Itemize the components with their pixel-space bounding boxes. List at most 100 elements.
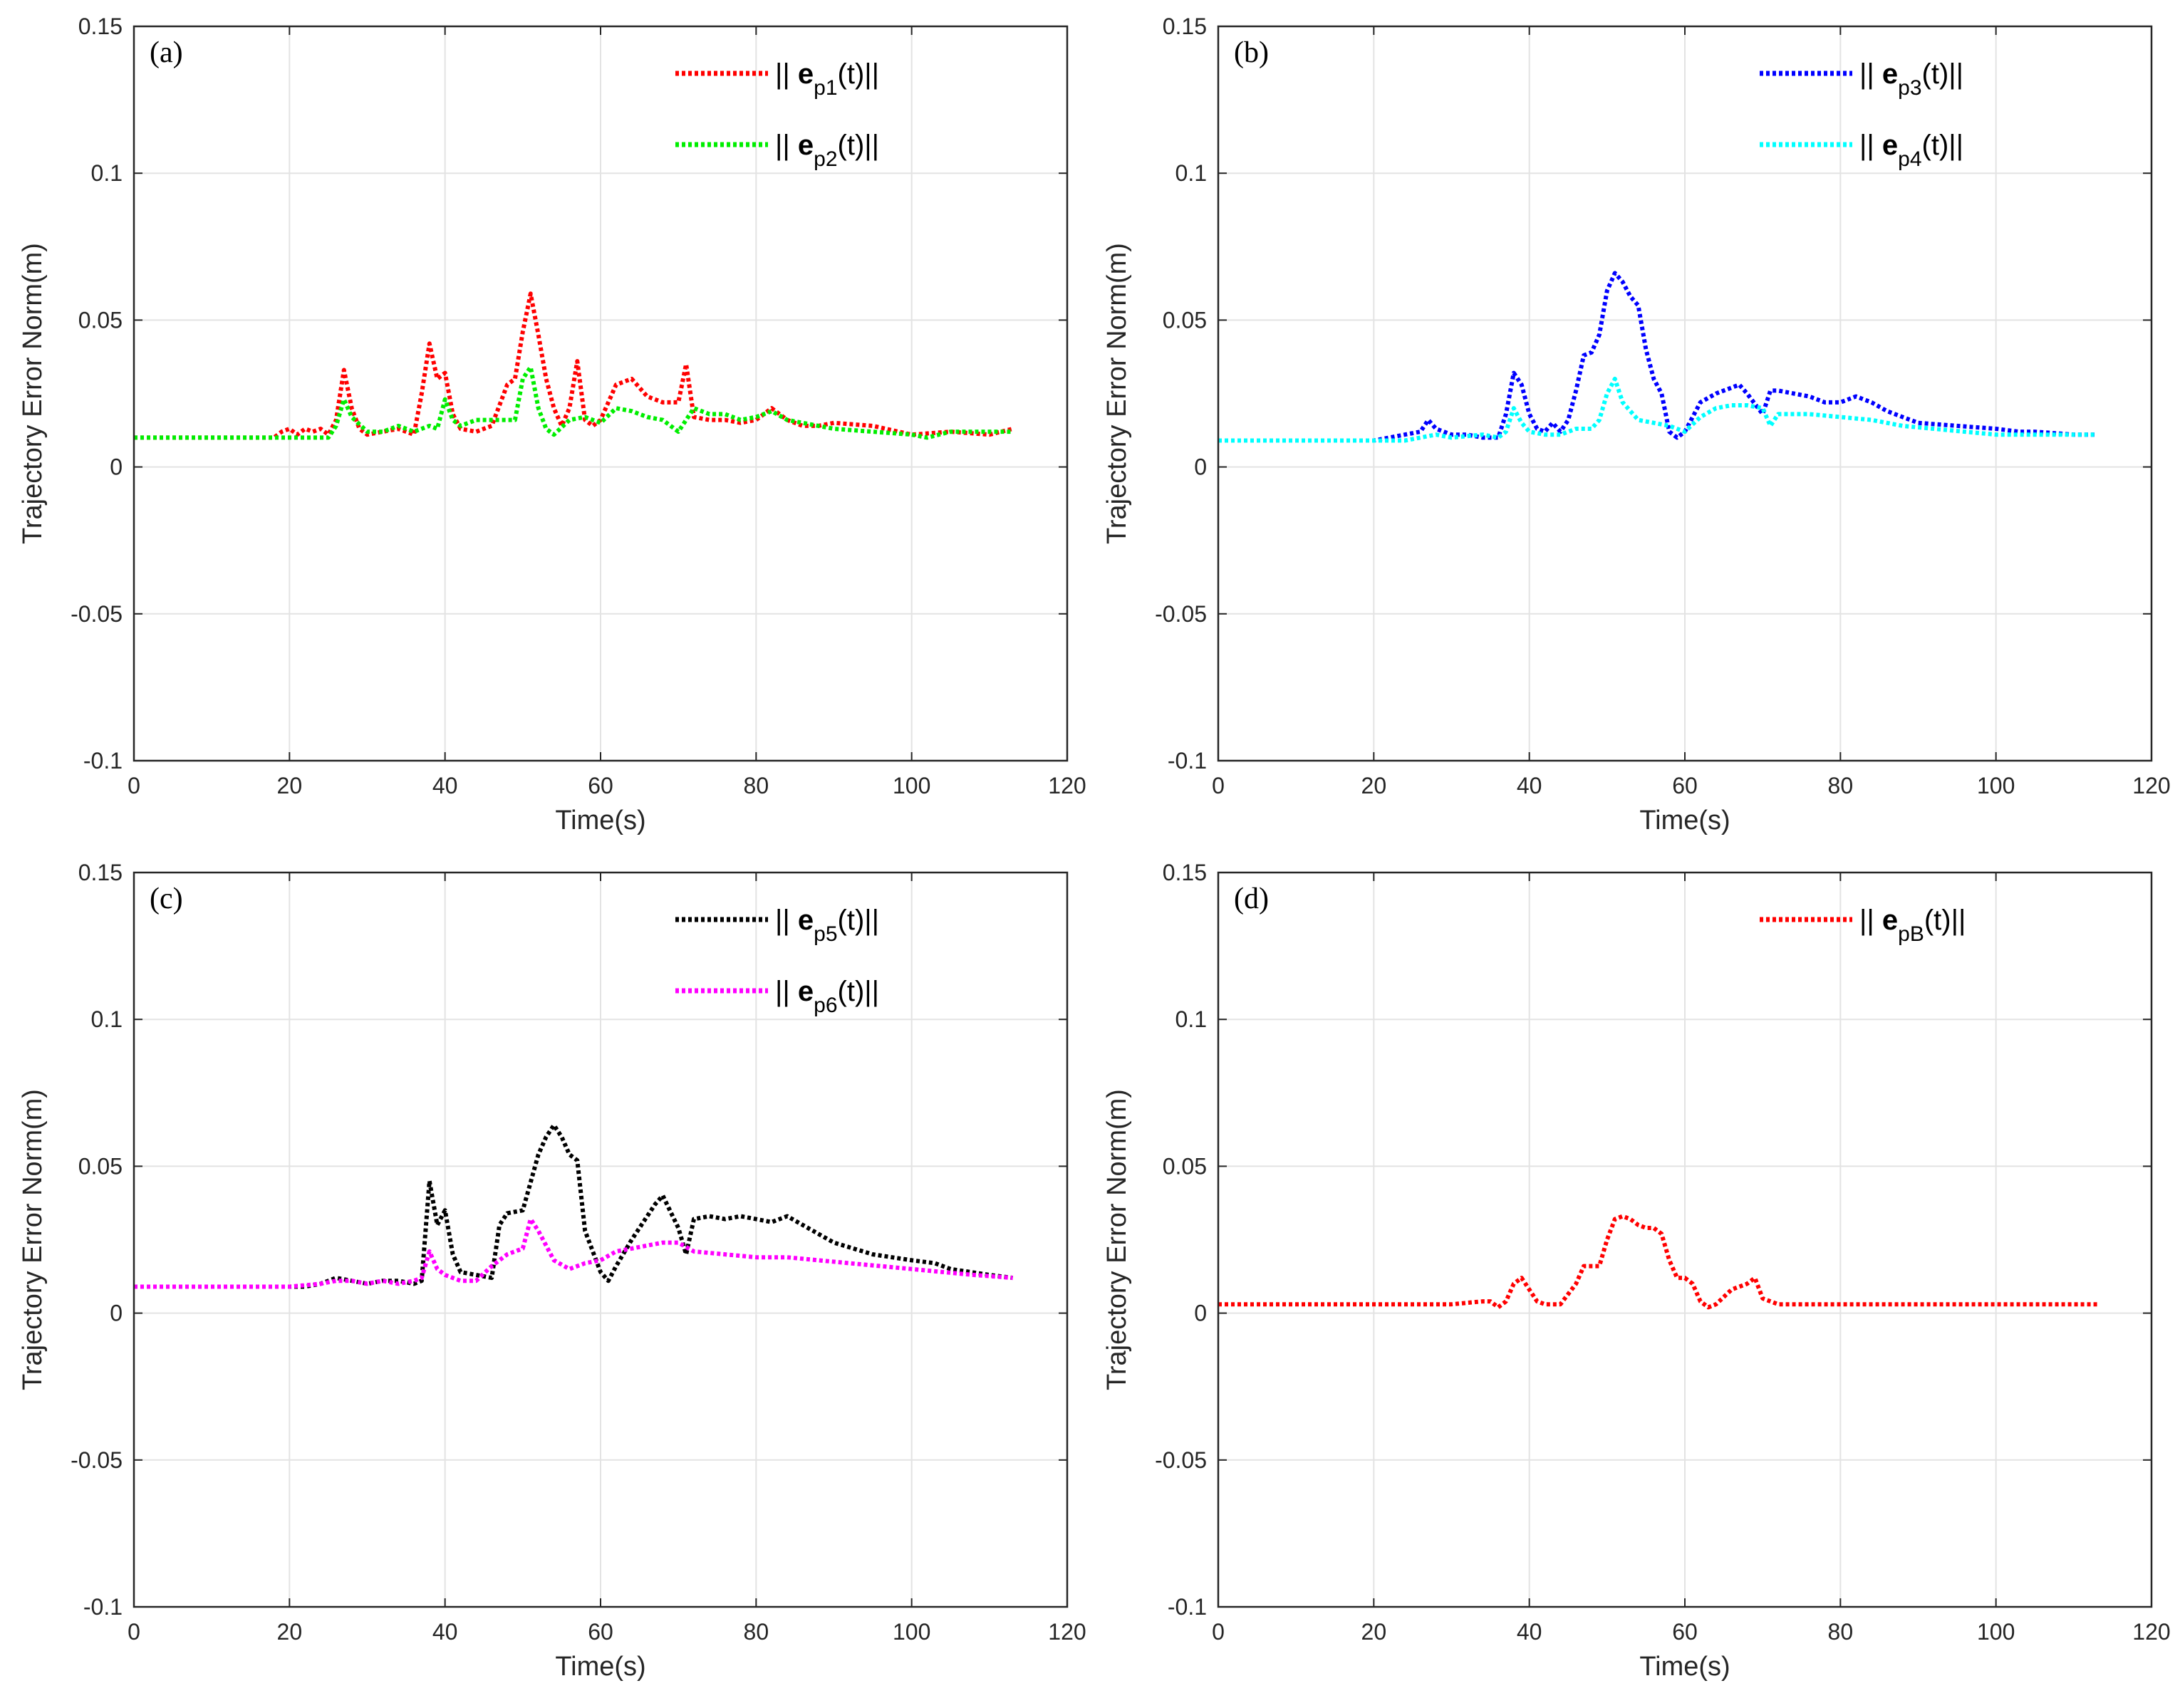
chart-panel-0: 0 20 40 60 80 100 120 -0.1 -0.05 0 0.05 0.1 0.15 Time… xyxy=(18,14,1086,835)
x-tick-label: 60 xyxy=(1672,773,1698,798)
x-tick-label: 60 xyxy=(1672,1619,1698,1645)
legend-prefix: || xyxy=(775,130,798,161)
series-line-p3 xyxy=(1218,271,2097,443)
y-axis-label: Trajectory Error Norm(m) xyxy=(1102,243,1132,544)
x-tick-label: 80 xyxy=(744,1619,769,1645)
y-tick-label: 0.05 xyxy=(1163,1153,1207,1179)
series-line-pB xyxy=(1218,1214,2097,1310)
x-tick-label: 120 xyxy=(1048,1619,1086,1645)
series-line-p4 xyxy=(1218,376,2097,443)
legend: || ep1(t)|||| ep2(t)|| xyxy=(675,58,879,171)
x-tick-label: 20 xyxy=(277,1619,303,1645)
legend-entry-p3: || ep3(t)|| xyxy=(1859,58,1963,100)
y-tick-label: -0.1 xyxy=(83,1594,123,1620)
y-tick-label: 0.05 xyxy=(78,1153,123,1179)
x-tick-label: 80 xyxy=(1828,1619,1854,1645)
x-tick-label: 0 xyxy=(128,1619,140,1645)
legend-symbol: e xyxy=(1882,130,1898,161)
y-axis-label: Trajectory Error Norm(m) xyxy=(18,1089,48,1390)
legend-suffix: (t)|| xyxy=(1924,905,1966,936)
legend-prefix: || xyxy=(775,905,798,936)
y-tick-label: 0.05 xyxy=(78,307,123,333)
legend-entry-p4: || ep4(t)|| xyxy=(1859,130,1963,171)
x-tick-label: 60 xyxy=(588,1619,613,1645)
y-tick-label: 0.1 xyxy=(91,160,123,186)
legend-symbol: e xyxy=(1882,905,1898,936)
series-line-p5 xyxy=(134,1123,1013,1289)
x-axis-label: Time(s) xyxy=(1639,1652,1730,1682)
legend-suffix: (t)|| xyxy=(1922,58,1964,90)
y-tick-label: -0.1 xyxy=(83,748,123,774)
y-tick-label: 0.15 xyxy=(78,14,123,39)
panel-label: (a) xyxy=(150,36,183,69)
x-tick-label: 20 xyxy=(277,773,303,798)
x-axis-label: Time(s) xyxy=(1639,806,1730,835)
series-line-p2 xyxy=(134,365,1013,440)
y-axis-label: Trajectory Error Norm(m) xyxy=(18,243,48,544)
x-tick-label: 20 xyxy=(1361,773,1387,798)
x-tick-label: 0 xyxy=(1212,773,1225,798)
y-tick-label: -0.05 xyxy=(1155,1447,1207,1473)
legend: || ep5(t)|||| ep6(t)|| xyxy=(675,905,879,1017)
panel-label: (d) xyxy=(1234,882,1269,915)
legend-suffix: (t)|| xyxy=(838,130,880,161)
x-tick-label: 40 xyxy=(1517,773,1542,798)
legend: || epB(t)|| xyxy=(1760,905,1966,946)
legend-entry-p5: || ep5(t)|| xyxy=(775,905,879,946)
y-tick-label: 0.15 xyxy=(1163,14,1207,39)
y-tick-label: -0.05 xyxy=(71,1447,123,1473)
x-axis-label: Time(s) xyxy=(555,806,645,835)
legend-prefix: || xyxy=(775,58,798,90)
legend-subscript: p5 xyxy=(814,922,837,946)
y-tick-label: -0.05 xyxy=(1155,601,1207,627)
legend-symbol: e xyxy=(798,976,814,1007)
legend-entry-p1: || ep1(t)|| xyxy=(775,58,879,100)
legend-subscript: p2 xyxy=(814,147,837,171)
y-tick-label: -0.05 xyxy=(71,601,123,627)
legend-subscript: p3 xyxy=(1898,76,1921,100)
x-tick-label: 80 xyxy=(744,773,769,798)
chart-panel-2: 0 20 40 60 80 100 120 -0.1 -0.05 0 0.05 0.1 0.15 Time… xyxy=(18,860,1086,1682)
y-tick-label: 0 xyxy=(1194,1301,1207,1326)
legend-symbol: e xyxy=(798,905,814,936)
y-tick-label: 0 xyxy=(110,454,123,480)
legend-prefix: || xyxy=(1859,130,1882,161)
series-line-p6 xyxy=(134,1217,1013,1289)
x-tick-label: 40 xyxy=(432,1619,458,1645)
x-tick-label: 0 xyxy=(1212,1619,1225,1645)
x-tick-label: 100 xyxy=(893,1619,930,1645)
legend-suffix: (t)|| xyxy=(838,58,880,90)
legend-prefix: || xyxy=(1859,58,1882,90)
legend-symbol: e xyxy=(798,58,814,90)
x-tick-label: 0 xyxy=(128,773,140,798)
chart-panel-3: 0 20 40 60 80 100 120 -0.1 -0.05 0 0.05 0.1 0.15 Time… xyxy=(1102,860,2171,1682)
panel-label: (c) xyxy=(150,882,183,915)
x-tick-label: 100 xyxy=(893,773,930,798)
y-tick-label: -0.1 xyxy=(1168,1594,1207,1620)
y-tick-label: 0.05 xyxy=(1163,307,1207,333)
y-axis-label: Trajectory Error Norm(m) xyxy=(1102,1089,1132,1390)
x-tick-label: 40 xyxy=(432,773,458,798)
x-tick-label: 120 xyxy=(1048,773,1086,798)
legend-symbol: e xyxy=(798,130,814,161)
x-tick-label: 80 xyxy=(1828,773,1854,798)
legend: || ep3(t)|||| ep4(t)|| xyxy=(1760,58,1963,171)
legend-suffix: (t)|| xyxy=(1922,130,1964,161)
x-axis-label: Time(s) xyxy=(555,1652,645,1682)
y-tick-label: 0 xyxy=(1194,454,1207,480)
y-tick-label: 0 xyxy=(110,1301,123,1326)
x-tick-label: 40 xyxy=(1517,1619,1542,1645)
x-tick-label: 120 xyxy=(2132,1619,2170,1645)
chart-panel-1: 0 20 40 60 80 100 120 -0.1 -0.05 0 0.05 0.1 0.15 Time… xyxy=(1102,14,2171,835)
x-tick-label: 60 xyxy=(588,773,613,798)
y-tick-label: -0.1 xyxy=(1168,748,1207,774)
legend-subscript: p6 xyxy=(814,994,837,1017)
legend-suffix: (t)|| xyxy=(838,905,880,936)
y-tick-label: 0.1 xyxy=(91,1006,123,1032)
y-tick-label: 0.1 xyxy=(1175,1006,1207,1032)
legend-subscript: p4 xyxy=(1898,147,1921,171)
x-tick-label: 100 xyxy=(1977,773,2015,798)
y-tick-label: 0.15 xyxy=(78,860,123,885)
legend-entry-pB: || epB(t)|| xyxy=(1859,905,1966,946)
